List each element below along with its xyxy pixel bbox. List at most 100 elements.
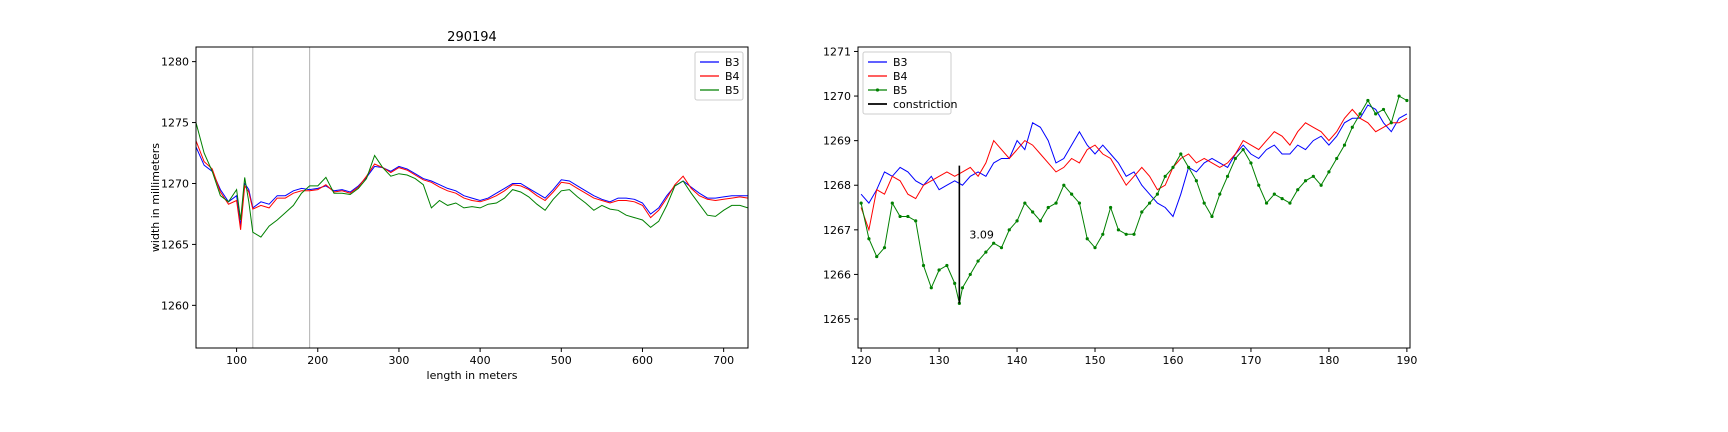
series-line-b5 (860, 95, 1408, 304)
data-point-b5 (1249, 161, 1253, 165)
y-tick-label: 1265 (161, 238, 189, 251)
data-point-b5 (984, 250, 988, 254)
data-point-b5 (960, 286, 965, 290)
legend-label: B3 (893, 56, 908, 69)
x-tick-label: 160 (1162, 354, 1183, 367)
data-point-b5 (1038, 219, 1043, 223)
y-tick-label: 1260 (161, 299, 189, 312)
data-point-b5 (867, 237, 871, 241)
series-line-b5 (196, 122, 748, 238)
data-point-b5 (1257, 183, 1261, 187)
data-point-b5 (992, 241, 996, 245)
data-point-b5 (1054, 201, 1058, 205)
legend-box (862, 51, 952, 115)
series-line-b3 (860, 104, 1408, 218)
data-point-b5 (1101, 232, 1105, 236)
data-point-b5 (1381, 107, 1386, 112)
data-point-b5 (1116, 228, 1121, 232)
axes-frame (195, 46, 749, 349)
x-tick-label: 150 (1085, 354, 1106, 367)
data-point-b5 (890, 201, 894, 205)
x-tick-label: 200 (307, 354, 328, 367)
data-point-b5 (1007, 228, 1011, 232)
y-tick-label: 1266 (823, 268, 851, 281)
data-point-b5 (1132, 232, 1136, 236)
data-point-b5 (1389, 121, 1393, 125)
data-point-b5 (1405, 98, 1409, 103)
data-point-b5 (1085, 237, 1089, 241)
x-tick-label: 140 (1007, 354, 1028, 367)
data-point-b5 (1031, 210, 1035, 214)
data-point-b5 (1303, 179, 1308, 183)
x-tick-label: 300 (388, 354, 409, 367)
data-point-b5 (1210, 214, 1214, 219)
x-tick-label: 600 (632, 354, 653, 367)
data-point-b5 (1241, 147, 1245, 152)
data-point-b5 (1077, 201, 1082, 205)
series-line-b3 (196, 146, 748, 227)
data-point-b5 (1046, 205, 1050, 210)
y-tick-label: 1269 (823, 135, 851, 148)
data-point-b5 (1350, 125, 1354, 129)
x-tick-label: 120 (851, 354, 872, 367)
data-point-b5 (1186, 165, 1191, 169)
data-point-b5 (1342, 143, 1347, 147)
chart-right: 3.09 120 130 140 150 160 170 180 190 1265 1266 1267… (823, 45, 1417, 367)
data-point-b5 (1163, 174, 1167, 178)
data-point-b5 (1109, 205, 1113, 210)
x-tick-label: 170 (1240, 354, 1261, 367)
data-point-b5 (1358, 112, 1362, 116)
data-point-b5 (921, 263, 926, 268)
axes-frame (857, 46, 1411, 349)
data-point-b5 (1280, 197, 1284, 201)
legend-label: B3 (725, 56, 740, 69)
data-point-b5 (1202, 201, 1206, 205)
data-point-b5 (976, 259, 980, 263)
legend-marker (875, 88, 880, 92)
data-point-b5 (1366, 98, 1370, 103)
data-point-b5 (1023, 201, 1027, 205)
data-point-b5 (1319, 183, 1323, 187)
data-point-b5 (1194, 179, 1198, 183)
data-point-b5 (1218, 192, 1222, 196)
data-point-b5 (1288, 201, 1292, 205)
data-point-b5 (1147, 201, 1152, 205)
data-point-b5 (859, 201, 863, 205)
data-point-b5 (1179, 152, 1183, 156)
data-point-b5 (914, 219, 918, 223)
data-point-b5 (1062, 183, 1066, 187)
x-tick-label: 700 (713, 354, 734, 367)
legend-label: B4 (893, 70, 908, 83)
data-point-b5 (1140, 210, 1144, 214)
data-point-b5 (906, 214, 910, 219)
y-tick-label: 1271 (823, 45, 851, 58)
x-tick-label: 130 (929, 354, 950, 367)
data-point-b5 (1233, 156, 1237, 161)
data-point-b5 (1397, 94, 1401, 98)
data-point-b5 (1374, 112, 1378, 116)
data-point-b5 (1264, 201, 1269, 205)
legend-label: B5 (893, 84, 908, 97)
legend-label: B5 (725, 84, 740, 97)
y-tick-label: 1267 (823, 224, 851, 237)
x-tick-label: 180 (1318, 354, 1339, 367)
data-point-b5 (1311, 174, 1315, 178)
chart-left: 100 200 300 400 500 600 700 1260 1265 1270 1275 128… (149, 30, 749, 382)
data-point-b5 (1335, 156, 1339, 161)
data-point-b5 (1171, 165, 1175, 169)
x-axis-label: length in meters (427, 369, 518, 382)
y-tick-label: 1265 (823, 313, 851, 326)
legend-label: constriction (893, 98, 958, 111)
data-point-b5 (945, 263, 949, 268)
data-point-b5 (929, 286, 933, 290)
y-tick-label: 1268 (823, 179, 851, 192)
y-tick-label: 1280 (161, 56, 189, 69)
data-point-b5 (1225, 174, 1230, 178)
legend-label: B4 (725, 70, 740, 83)
y-tick-label: 1270 (823, 90, 851, 103)
data-point-b5 (1070, 192, 1074, 196)
constriction-annotation: 3.09 (969, 229, 994, 242)
